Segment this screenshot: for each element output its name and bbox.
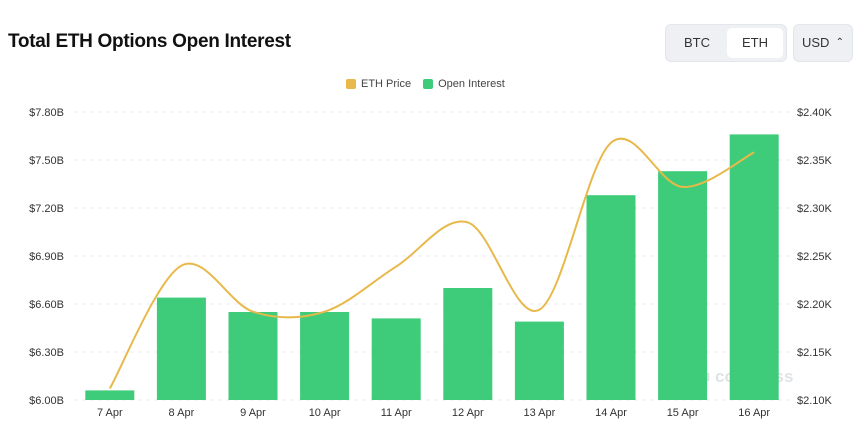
left-tick-label: $6.90B	[29, 251, 64, 263]
legend-label: ETH Price	[361, 78, 412, 90]
tab-eth[interactable]: ETH	[727, 28, 783, 58]
left-tick-label: $6.30B	[29, 347, 64, 359]
page-title: Total ETH Options Open Interest	[8, 31, 291, 52]
right-tick-label: $2.10K	[797, 395, 833, 407]
left-tick-label: $7.20B	[29, 203, 64, 215]
x-tick-label: 7 Apr	[97, 407, 123, 419]
right-tick-label: $2.30K	[797, 203, 833, 215]
bar-open-interest	[156, 297, 206, 400]
right-tick-label: $2.20K	[797, 299, 833, 311]
bar-open-interest	[729, 134, 779, 400]
left-tick-label: $7.80B	[29, 107, 64, 119]
right-tick-label: $2.35K	[797, 155, 833, 167]
legend-swatch-oi	[423, 79, 434, 89]
chevron-updown-icon: ⌃	[835, 37, 844, 48]
legend-label: Open Interest	[438, 78, 505, 90]
x-tick-label: 12 Apr	[452, 407, 484, 419]
left-tick-label: $7.50B	[29, 155, 64, 167]
legend-item-oi[interactable]: Open Interest	[423, 78, 505, 90]
x-tick-label: 11 Apr	[381, 407, 412, 419]
bar-open-interest	[443, 288, 493, 400]
x-tick-label: 13 Apr	[523, 407, 555, 419]
bar-open-interest	[514, 321, 564, 400]
x-tick-label: 15 Apr	[667, 407, 699, 419]
bar-open-interest	[371, 318, 421, 400]
x-tick-label: 8 Apr	[169, 407, 195, 419]
tab-btc[interactable]: BTC	[684, 35, 710, 50]
x-tick-label: 16 Apr	[738, 407, 770, 419]
right-tick-label: $2.15K	[797, 347, 833, 359]
right-tick-label: $2.25K	[797, 251, 833, 263]
right-tick-label: $2.40K	[797, 107, 833, 119]
currency-select[interactable]: USD ⌃	[793, 24, 853, 62]
bar-open-interest	[228, 312, 278, 400]
bar-open-interest	[586, 195, 636, 400]
line-eth-price	[108, 137, 755, 389]
x-tick-label: 10 Apr	[309, 407, 341, 419]
left-tick-label: $6.60B	[29, 299, 64, 311]
legend-swatch-price	[346, 79, 356, 89]
legend-item-price[interactable]: ETH Price	[346, 78, 411, 90]
bar-open-interest	[85, 390, 135, 400]
bar-open-interest	[658, 171, 708, 400]
x-tick-label: 14 Apr	[595, 407, 627, 419]
asset-toggle: BTC ETH	[665, 24, 787, 62]
legend: ETH Price Open Interest	[346, 78, 505, 90]
bar-open-interest	[300, 312, 350, 400]
left-tick-label: $6.00B	[29, 395, 64, 407]
x-tick-label: 9 Apr	[240, 407, 266, 419]
currency-value: USD	[802, 35, 830, 50]
